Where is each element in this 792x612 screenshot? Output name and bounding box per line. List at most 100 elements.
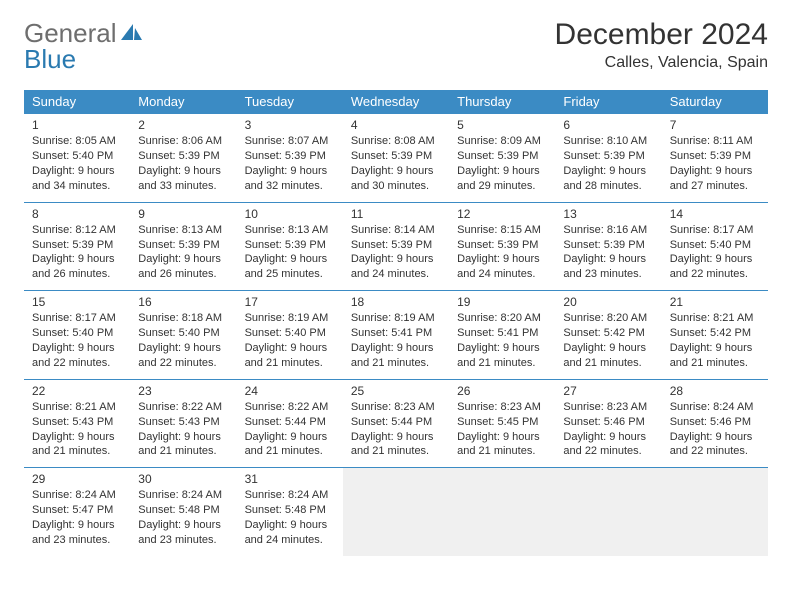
sunset-text: Sunset: 5:48 PM: [245, 503, 335, 518]
sunrise-text: Sunrise: 8:08 AM: [351, 134, 441, 149]
sunset-text: Sunset: 5:44 PM: [351, 415, 441, 430]
calendar-header-row: SundayMondayTuesdayWednesdayThursdayFrid…: [24, 90, 768, 114]
day-number: 9: [138, 206, 228, 222]
day-number: 26: [457, 383, 547, 399]
sunrise-text: Sunrise: 8:19 AM: [245, 311, 335, 326]
daylight-text: Daylight: 9 hours: [457, 341, 547, 356]
daylight-text: and 30 minutes.: [351, 179, 441, 194]
page-header: General December 2024 Calles, Valencia, …: [24, 18, 768, 72]
daylight-text: and 28 minutes.: [563, 179, 653, 194]
sunrise-text: Sunrise: 8:23 AM: [457, 400, 547, 415]
calendar-day-cell: 28Sunrise: 8:24 AMSunset: 5:46 PMDayligh…: [662, 379, 768, 468]
day-number: 25: [351, 383, 441, 399]
logo-sail-icon: [121, 18, 143, 49]
calendar-day-cell: 6Sunrise: 8:10 AMSunset: 5:39 PMDaylight…: [555, 114, 661, 203]
sunrise-text: Sunrise: 8:24 AM: [670, 400, 760, 415]
calendar-empty-cell: [555, 468, 661, 556]
sunrise-text: Sunrise: 8:17 AM: [670, 223, 760, 238]
calendar-day-cell: 7Sunrise: 8:11 AMSunset: 5:39 PMDaylight…: [662, 114, 768, 203]
daylight-text: Daylight: 9 hours: [670, 164, 760, 179]
daylight-text: Daylight: 9 hours: [245, 164, 335, 179]
daylight-text: Daylight: 9 hours: [563, 430, 653, 445]
calendar-day-cell: 3Sunrise: 8:07 AMSunset: 5:39 PMDaylight…: [237, 114, 343, 203]
day-number: 30: [138, 471, 228, 487]
sunrise-text: Sunrise: 8:17 AM: [32, 311, 122, 326]
daylight-text: Daylight: 9 hours: [351, 341, 441, 356]
sunset-text: Sunset: 5:39 PM: [245, 238, 335, 253]
calendar-day-cell: 29Sunrise: 8:24 AMSunset: 5:47 PMDayligh…: [24, 468, 130, 556]
daylight-text: and 25 minutes.: [245, 267, 335, 282]
sunrise-text: Sunrise: 8:16 AM: [563, 223, 653, 238]
daylight-text: Daylight: 9 hours: [563, 252, 653, 267]
sunrise-text: Sunrise: 8:23 AM: [351, 400, 441, 415]
day-number: 1: [32, 117, 122, 133]
daylight-text: Daylight: 9 hours: [457, 430, 547, 445]
sunset-text: Sunset: 5:41 PM: [351, 326, 441, 341]
calendar-day-cell: 11Sunrise: 8:14 AMSunset: 5:39 PMDayligh…: [343, 202, 449, 291]
day-header: Saturday: [662, 90, 768, 114]
daylight-text: Daylight: 9 hours: [32, 518, 122, 533]
day-number: 21: [670, 294, 760, 310]
daylight-text: and 23 minutes.: [138, 533, 228, 548]
sunset-text: Sunset: 5:39 PM: [457, 238, 547, 253]
daylight-text: and 33 minutes.: [138, 179, 228, 194]
daylight-text: Daylight: 9 hours: [245, 518, 335, 533]
daylight-text: Daylight: 9 hours: [670, 341, 760, 356]
calendar-week-row: 8Sunrise: 8:12 AMSunset: 5:39 PMDaylight…: [24, 202, 768, 291]
daylight-text: and 29 minutes.: [457, 179, 547, 194]
calendar-day-cell: 12Sunrise: 8:15 AMSunset: 5:39 PMDayligh…: [449, 202, 555, 291]
daylight-text: and 22 minutes.: [670, 267, 760, 282]
daylight-text: Daylight: 9 hours: [563, 164, 653, 179]
daylight-text: and 26 minutes.: [32, 267, 122, 282]
day-header: Sunday: [24, 90, 130, 114]
sunrise-text: Sunrise: 8:10 AM: [563, 134, 653, 149]
daylight-text: Daylight: 9 hours: [457, 252, 547, 267]
day-number: 14: [670, 206, 760, 222]
sunrise-text: Sunrise: 8:24 AM: [32, 488, 122, 503]
daylight-text: Daylight: 9 hours: [670, 430, 760, 445]
day-number: 22: [32, 383, 122, 399]
day-number: 6: [563, 117, 653, 133]
day-number: 17: [245, 294, 335, 310]
day-number: 5: [457, 117, 547, 133]
calendar-empty-cell: [449, 468, 555, 556]
calendar-day-cell: 26Sunrise: 8:23 AMSunset: 5:45 PMDayligh…: [449, 379, 555, 468]
sunset-text: Sunset: 5:42 PM: [670, 326, 760, 341]
sunrise-text: Sunrise: 8:21 AM: [32, 400, 122, 415]
daylight-text: and 21 minutes.: [563, 356, 653, 371]
sunset-text: Sunset: 5:42 PM: [563, 326, 653, 341]
sunset-text: Sunset: 5:39 PM: [351, 149, 441, 164]
day-number: 18: [351, 294, 441, 310]
sunset-text: Sunset: 5:43 PM: [138, 415, 228, 430]
day-number: 20: [563, 294, 653, 310]
sunrise-text: Sunrise: 8:24 AM: [245, 488, 335, 503]
sunset-text: Sunset: 5:46 PM: [563, 415, 653, 430]
sunrise-text: Sunrise: 8:21 AM: [670, 311, 760, 326]
daylight-text: Daylight: 9 hours: [245, 341, 335, 356]
sunset-text: Sunset: 5:47 PM: [32, 503, 122, 518]
day-header: Friday: [555, 90, 661, 114]
sunset-text: Sunset: 5:48 PM: [138, 503, 228, 518]
sunrise-text: Sunrise: 8:13 AM: [138, 223, 228, 238]
day-header: Thursday: [449, 90, 555, 114]
sunset-text: Sunset: 5:40 PM: [32, 149, 122, 164]
sunrise-text: Sunrise: 8:12 AM: [32, 223, 122, 238]
sunset-text: Sunset: 5:43 PM: [32, 415, 122, 430]
calendar-day-cell: 16Sunrise: 8:18 AMSunset: 5:40 PMDayligh…: [130, 291, 236, 380]
daylight-text: and 23 minutes.: [563, 267, 653, 282]
sunset-text: Sunset: 5:39 PM: [245, 149, 335, 164]
calendar-day-cell: 4Sunrise: 8:08 AMSunset: 5:39 PMDaylight…: [343, 114, 449, 203]
calendar-day-cell: 14Sunrise: 8:17 AMSunset: 5:40 PMDayligh…: [662, 202, 768, 291]
day-number: 19: [457, 294, 547, 310]
sunrise-text: Sunrise: 8:11 AM: [670, 134, 760, 149]
day-header: Tuesday: [237, 90, 343, 114]
daylight-text: Daylight: 9 hours: [245, 430, 335, 445]
day-number: 24: [245, 383, 335, 399]
daylight-text: and 23 minutes.: [32, 533, 122, 548]
day-number: 12: [457, 206, 547, 222]
daylight-text: and 21 minutes.: [32, 444, 122, 459]
daylight-text: and 21 minutes.: [670, 356, 760, 371]
calendar-day-cell: 19Sunrise: 8:20 AMSunset: 5:41 PMDayligh…: [449, 291, 555, 380]
calendar-day-cell: 13Sunrise: 8:16 AMSunset: 5:39 PMDayligh…: [555, 202, 661, 291]
title-block: December 2024 Calles, Valencia, Spain: [555, 18, 768, 72]
